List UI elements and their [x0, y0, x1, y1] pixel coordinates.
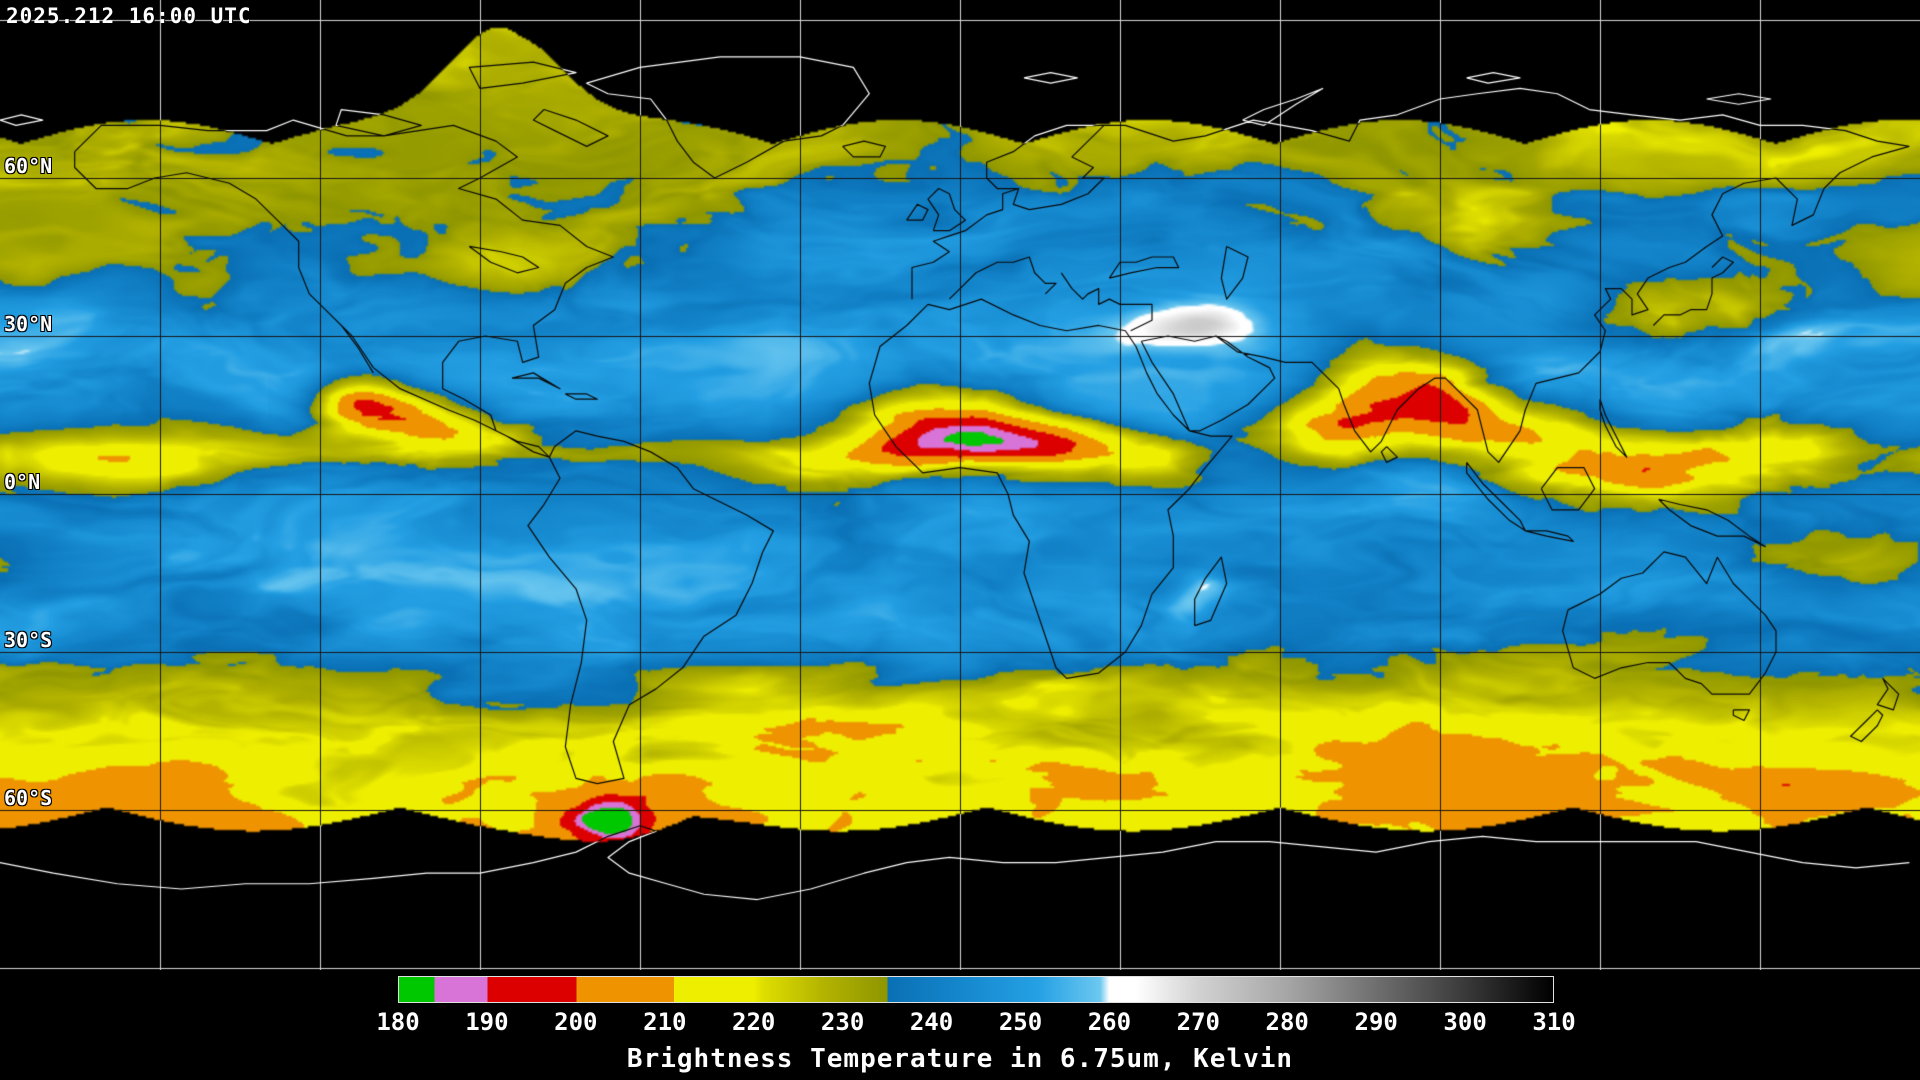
colorbar-tick-label: 300 [1443, 1008, 1487, 1036]
colorbar-caption: Brightness Temperature in 6.75um, Kelvin [626, 1044, 1294, 1074]
colorbar-gradient [398, 976, 1554, 1003]
colorbar-tick-label: 270 [1176, 1008, 1220, 1036]
colorbar-tick-label: 260 [1087, 1008, 1132, 1036]
colorbar-tick-label: 210 [643, 1008, 687, 1036]
colorbar-tick-label: 230 [820, 1008, 865, 1036]
colorbar-tick-label: 180 [376, 1008, 420, 1036]
colorbar-tick-label: 280 [1265, 1008, 1309, 1036]
water-vapor-map [0, 0, 1920, 970]
colorbar-tick-label: 240 [909, 1008, 954, 1036]
latitude-label-60s: 60°S [4, 786, 53, 810]
timestamp: 2025.212 16:00 UTC [6, 4, 252, 28]
colorbar-tick-label: 190 [465, 1008, 509, 1036]
colorbar-tick-label: 290 [1354, 1008, 1398, 1036]
colorbar-tick-label: 250 [998, 1008, 1043, 1036]
colorbar-tick-label: 200 [554, 1008, 598, 1036]
latitude-label-0n: 0°N [4, 470, 41, 494]
latitude-label-30s: 30°S [4, 628, 53, 652]
colorbar-tick-label: 310 [1532, 1008, 1576, 1036]
latitude-label-60n: 60°N [4, 154, 53, 178]
latitude-label-30n: 30°N [4, 312, 53, 336]
colorbar-tick-label: 220 [732, 1008, 776, 1036]
colorbar-ticks: 180 190 200 210 220 230 240 250 260 270 280 290 300 3… [376, 1008, 1575, 1038]
